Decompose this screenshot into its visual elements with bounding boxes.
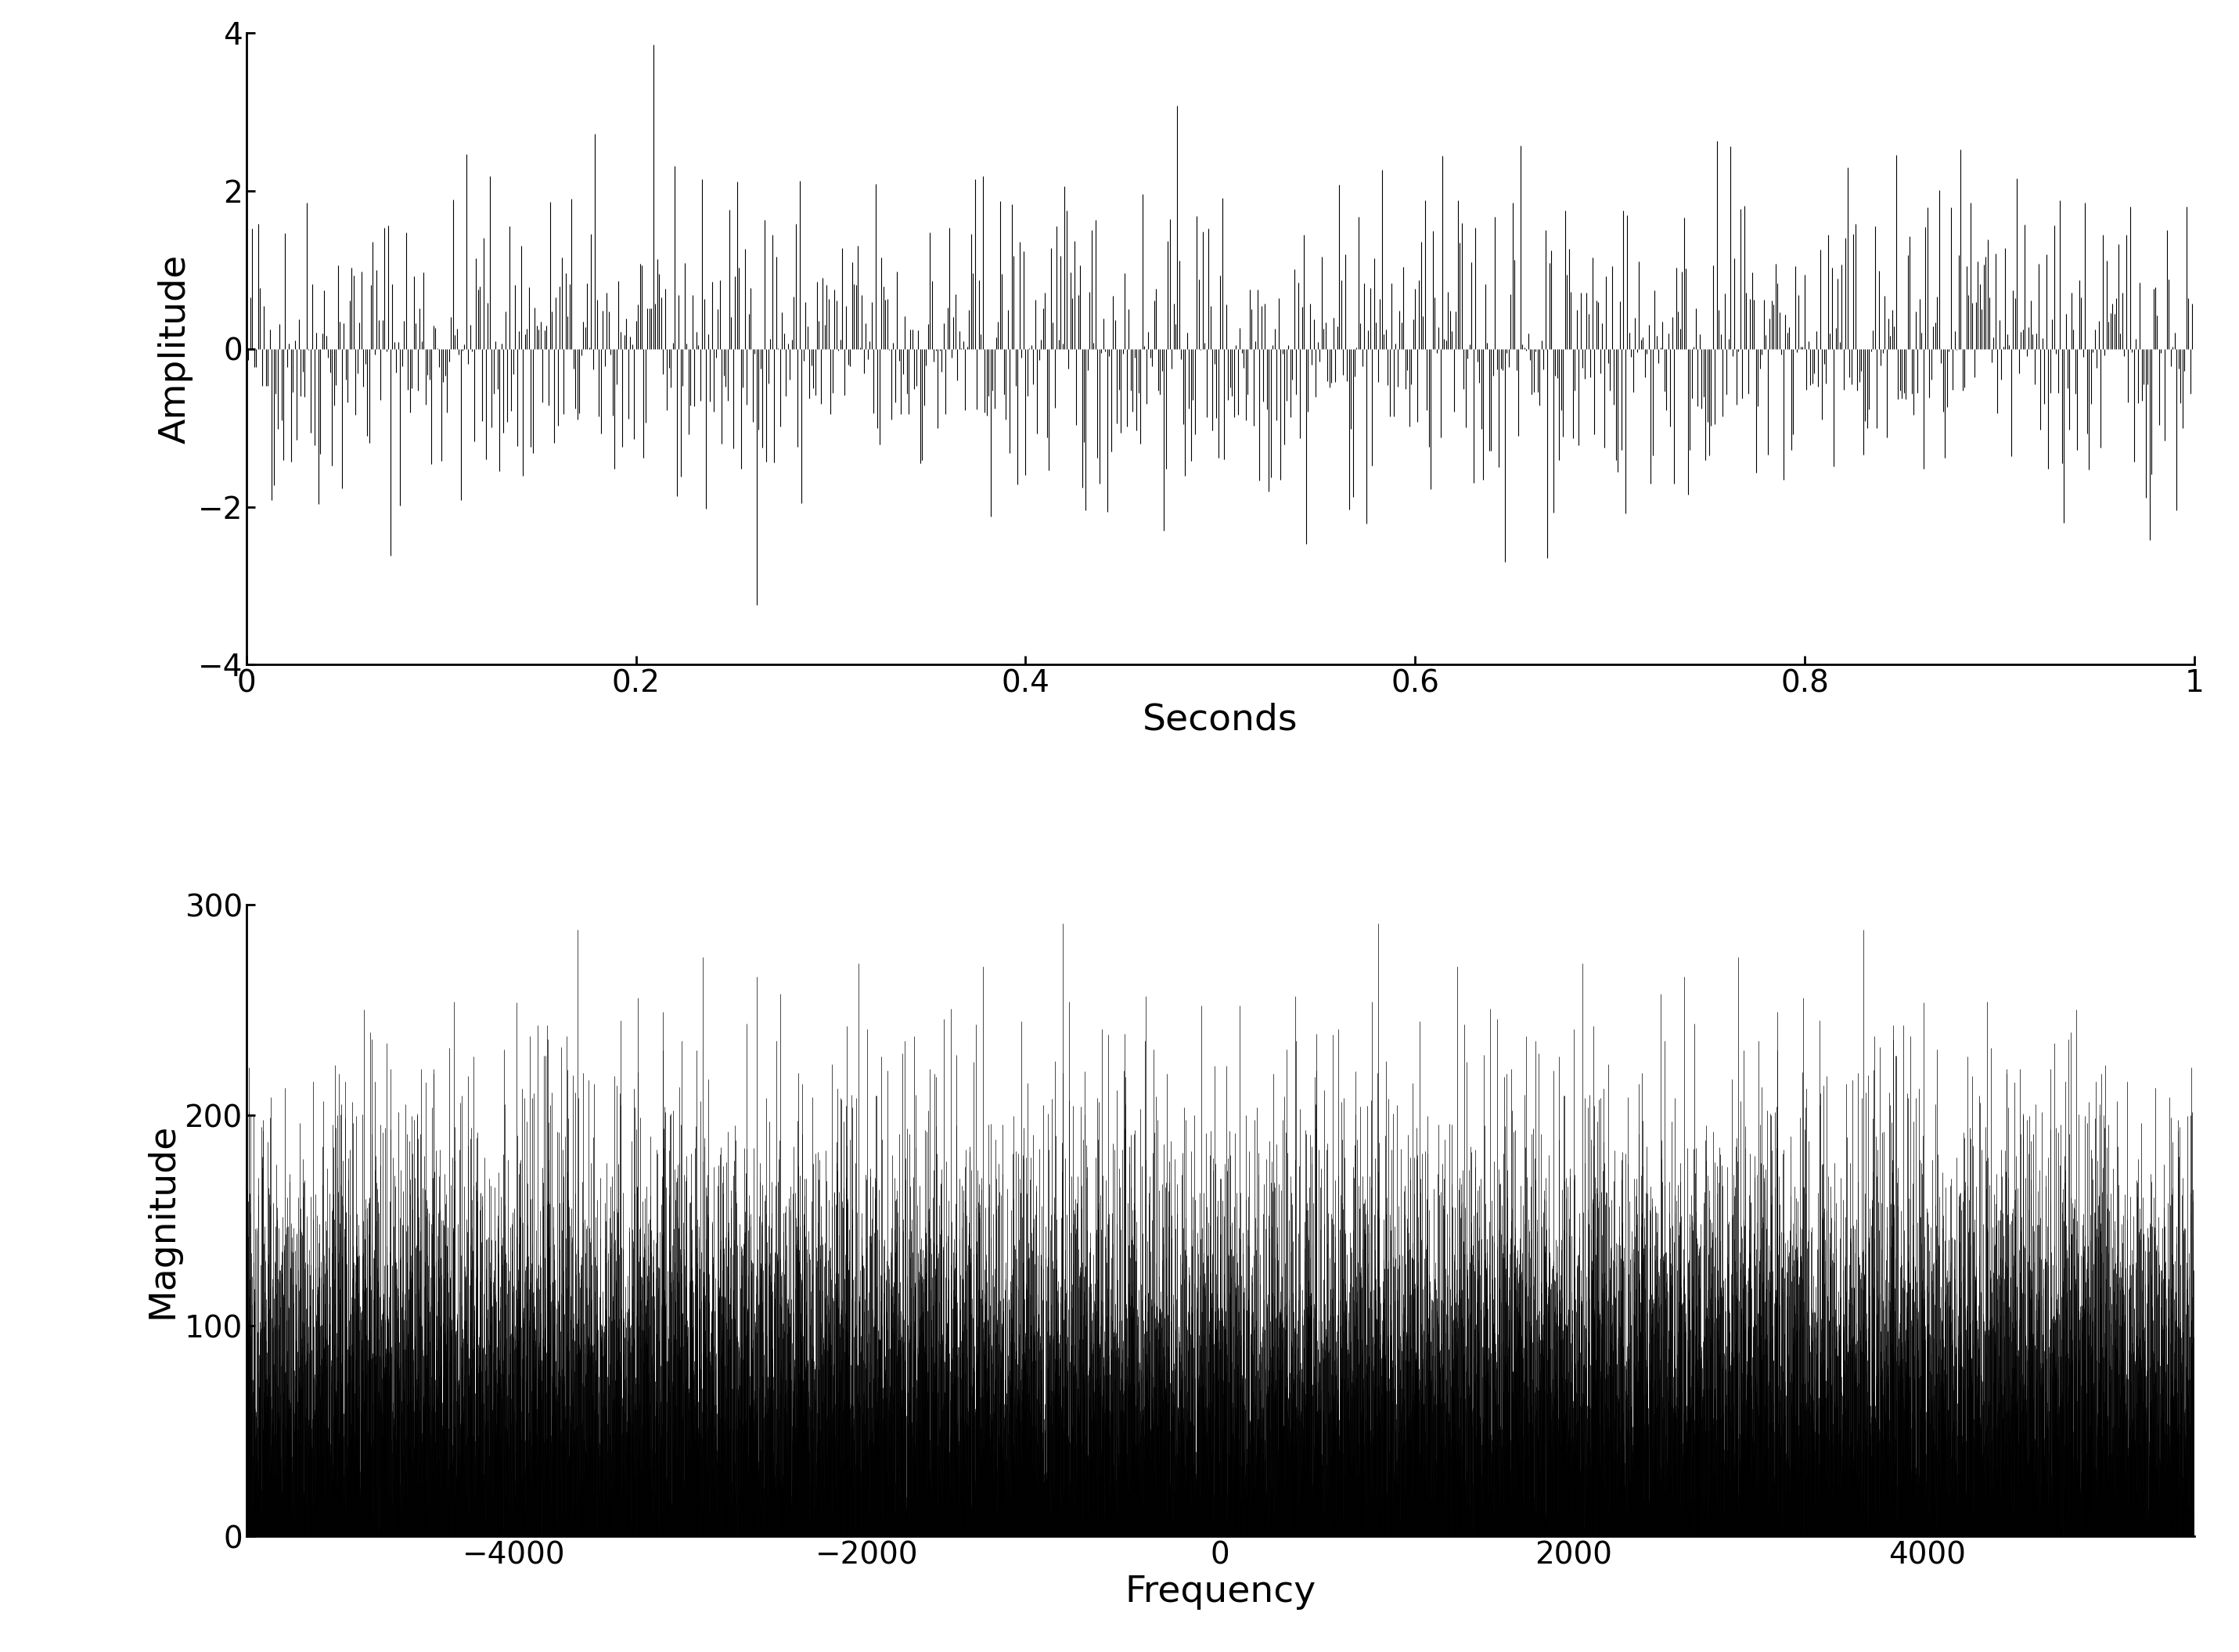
X-axis label: Seconds: Seconds bbox=[1142, 702, 1299, 738]
Y-axis label: Magnitude: Magnitude bbox=[146, 1123, 179, 1318]
Y-axis label: Amplitude: Amplitude bbox=[159, 254, 193, 444]
X-axis label: Frequency: Frequency bbox=[1124, 1574, 1317, 1609]
